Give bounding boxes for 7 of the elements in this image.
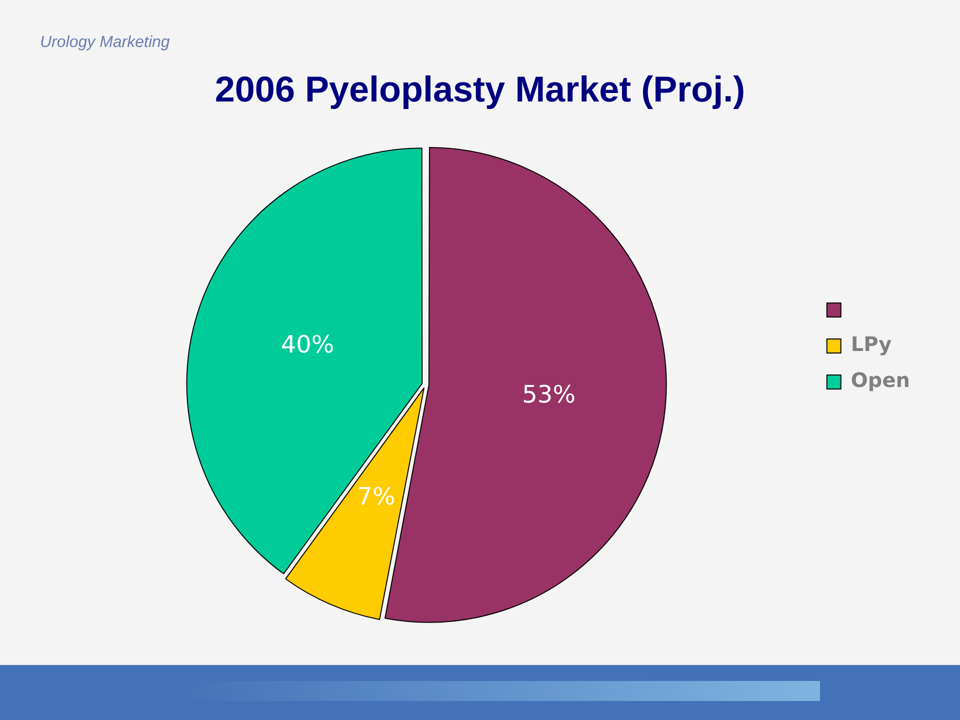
chart-title: 2006 Pyeloplasty Market (Proj.) [214, 68, 746, 110]
legend-label: LPy [850, 332, 892, 356]
text: Urology Marketing [40, 34, 170, 52]
data-label: 40% [280, 330, 334, 359]
data-label: 7% [357, 482, 396, 511]
legend-label: Open [850, 368, 910, 392]
data-label: 53% [522, 380, 576, 408]
